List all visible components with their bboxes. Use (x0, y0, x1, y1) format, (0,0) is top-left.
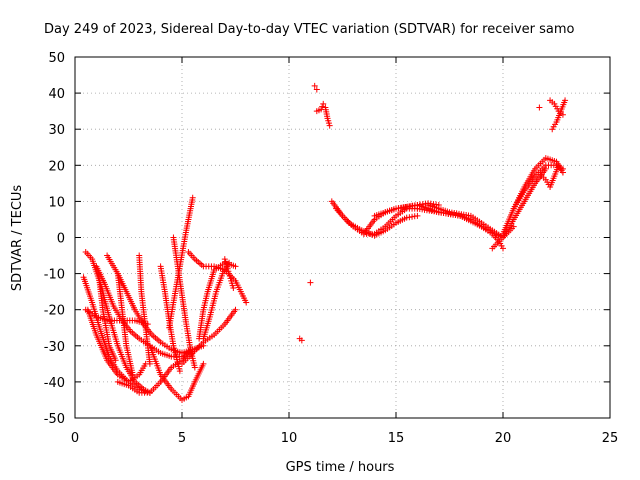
series-arc-s (221, 256, 237, 292)
series-arc-q (185, 248, 250, 306)
data-point (326, 122, 333, 129)
data-point (243, 299, 250, 306)
data-point (166, 324, 173, 331)
data-point (311, 82, 318, 89)
x-tick-label: 20 (495, 431, 512, 446)
y-tick-label: -20 (44, 304, 65, 319)
data-point (559, 111, 566, 118)
data-point (313, 86, 320, 93)
x-tick-label: 5 (178, 431, 186, 446)
series-arc-ae (549, 97, 569, 133)
y-tick-label: 30 (48, 123, 65, 138)
x-tick-label: 15 (388, 431, 405, 446)
tick-labels: -50 -40 -30 -20 -10 0 10 20 30 40 50 0 5 10 15 20 25 (44, 51, 619, 446)
y-tick-label: 20 (48, 159, 65, 174)
data-point (200, 360, 207, 367)
data-point (559, 169, 566, 176)
y-tick-label: 40 (48, 87, 65, 102)
data-point (536, 104, 543, 111)
data-point (232, 263, 239, 270)
x-tick-label: 25 (602, 431, 619, 446)
series-arc-r (179, 306, 239, 367)
x-tick-label: 0 (71, 431, 79, 446)
series-arc-h (146, 342, 207, 403)
x-axis-label: GPS time / hours (286, 460, 395, 475)
y-tick-label: -50 (44, 412, 65, 427)
data-point (562, 97, 569, 104)
y-tick-label: -10 (44, 268, 65, 283)
data-points (80, 82, 569, 403)
data-point (555, 162, 562, 169)
y-axis-label: SDTVAR / TECUs (10, 185, 25, 292)
series-arc-ac (536, 104, 566, 190)
y-tick-label: -30 (44, 340, 65, 355)
data-point (129, 371, 136, 378)
x-tick-label: 10 (281, 431, 298, 446)
axes (74, 56, 611, 419)
y-tick-label: 0 (57, 232, 65, 247)
data-point (232, 306, 239, 313)
series-arc-b (80, 274, 153, 396)
data-point (510, 223, 517, 230)
y-tick-label: 50 (48, 51, 65, 66)
data-point (414, 212, 421, 219)
data-point (557, 165, 564, 172)
data-point (112, 357, 119, 364)
data-point (146, 360, 153, 367)
series-isolated (296, 82, 320, 344)
data-point (320, 100, 327, 107)
series-arc-n (166, 194, 196, 331)
data-point (298, 337, 305, 344)
series-arc-j (114, 270, 136, 378)
series-arc-k (136, 252, 153, 367)
data-point (500, 245, 506, 252)
data-point (319, 103, 326, 110)
chart-title: Day 249 of 2023, Sidereal Day-to-day VTE… (44, 22, 575, 37)
data-point (226, 259, 233, 266)
series-cluster-11h (313, 100, 333, 129)
data-point (191, 364, 198, 371)
data-point (307, 279, 314, 286)
y-tick-label: -40 (44, 376, 65, 391)
series-arc-u (333, 205, 421, 239)
data-point (230, 285, 237, 292)
data-point (176, 368, 183, 375)
y-tick-label: 10 (48, 195, 65, 210)
series-arc-i (95, 270, 119, 364)
series-arc-c (84, 306, 149, 385)
